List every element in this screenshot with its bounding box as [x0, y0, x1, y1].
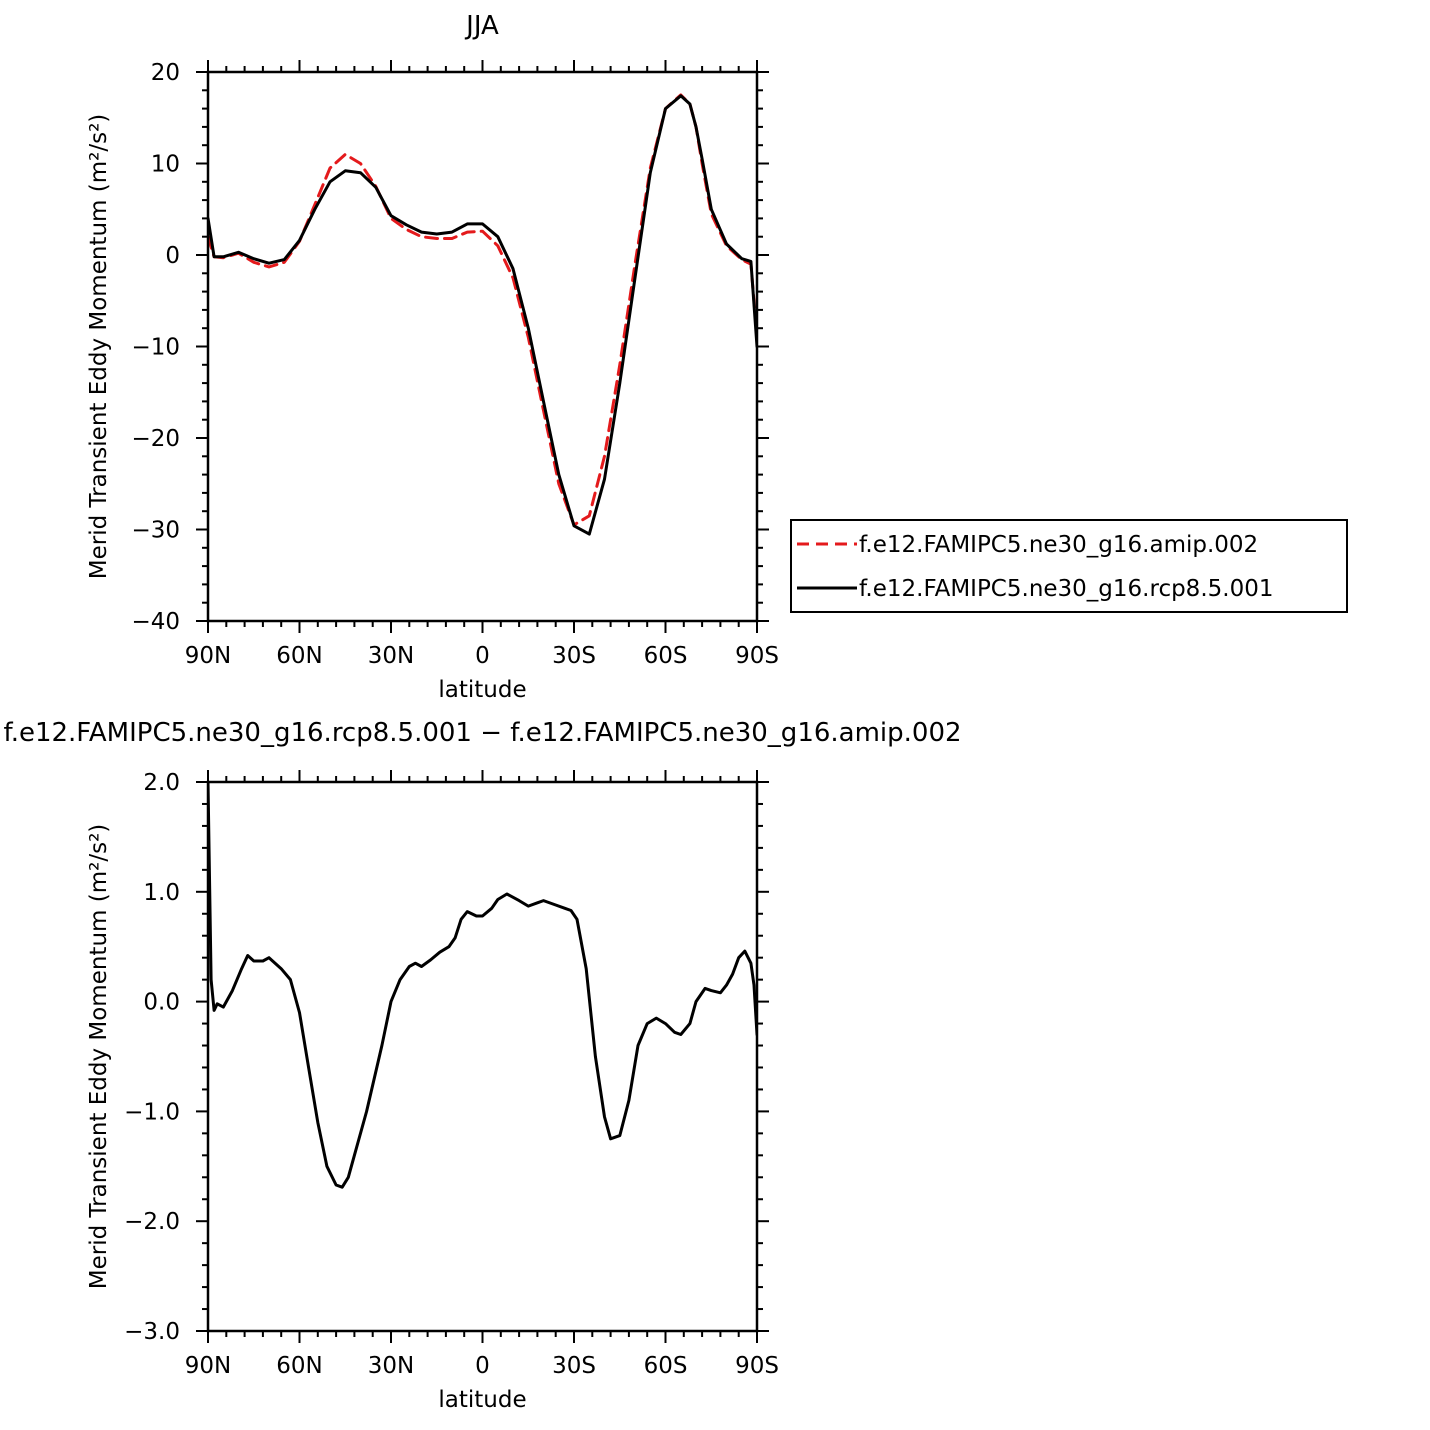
x-tick-label: 60S	[644, 1353, 688, 1379]
legend: f.e12.FAMIPC5.ne30_g16.amip.002 f.e12.FAM…	[790, 519, 1348, 613]
chart-title: JJA	[464, 11, 499, 41]
y-tick-label: 2.0	[143, 770, 180, 796]
y-tick-label: −10	[131, 335, 180, 361]
y-tick-label: −30	[131, 518, 180, 544]
x-axis-label: latitude	[438, 677, 526, 703]
y-tick-label: −20	[131, 426, 180, 452]
x-axis-label: latitude	[438, 1387, 526, 1413]
series-group	[208, 782, 757, 1189]
y-tick-label: 10	[151, 152, 180, 178]
panel-bottom: 90N 60N 30N 0 30S 60S 90S 2.0 1.0 0.0 −1.0 −2.0 −3.0…	[3, 718, 961, 1413]
legend-label: f.e12.FAMIPC5.ne30_g16.rcp8.5.001	[859, 576, 1273, 602]
x-tick-label: 30N	[368, 1353, 414, 1379]
x-tick-label: 60N	[276, 643, 322, 669]
x-tick-label: 90N	[185, 1353, 231, 1379]
x-tick-label: 90S	[735, 643, 779, 669]
x-tick-label: 90N	[185, 643, 231, 669]
x-tick-label: 60S	[644, 643, 688, 669]
x-tick-label: 30S	[552, 1353, 596, 1379]
x-tick-label: 30S	[552, 643, 596, 669]
y-tick-label: 1.0	[143, 880, 180, 906]
panel-top: 90N 60N 30N 0 30S 60S 90S 20 10 0 −10 −20 −30 −40 JJA l…	[86, 11, 1348, 703]
plot-frame	[206, 70, 759, 623]
plot-frame	[206, 780, 759, 1333]
y-axis-label: Merid Transient Eddy Momentum (m²/s²)	[86, 824, 112, 1290]
chart-title: f.e12.FAMIPC5.ne30_g16.rcp8.5.001 − f.e1…	[3, 718, 961, 748]
y-tick-label: 0.0	[143, 990, 180, 1016]
y-tick-label: −1.0	[124, 1099, 180, 1125]
series-line-1	[208, 782, 757, 1189]
series-line-1	[208, 93, 757, 527]
series-group	[208, 93, 757, 536]
x-tick-label: 30N	[368, 643, 414, 669]
x-tick-label: 0	[475, 1353, 490, 1379]
y-tick-label: −40	[131, 609, 180, 635]
legend-label: f.e12.FAMIPC5.ne30_g16.amip.002	[859, 532, 1258, 558]
y-axis-label: Merid Transient Eddy Momentum (m²/s²)	[86, 114, 112, 580]
x-tick-label: 0	[475, 643, 490, 669]
x-tick-label: 90S	[735, 1353, 779, 1379]
y-tick-label: −2.0	[124, 1209, 180, 1235]
y-tick-label: 20	[151, 60, 180, 86]
legend-box	[790, 519, 1348, 613]
x-tick-label: 60N	[276, 1353, 322, 1379]
series-line-2	[208, 94, 757, 536]
y-tick-label: 0	[165, 243, 180, 269]
y-tick-label: −3.0	[124, 1319, 180, 1345]
